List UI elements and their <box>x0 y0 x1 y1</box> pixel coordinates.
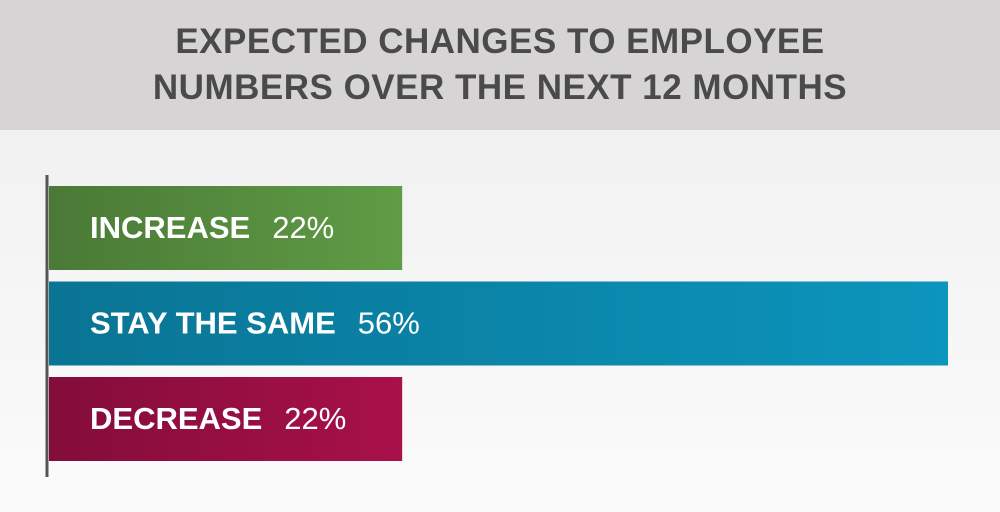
bar-shade <box>49 281 948 366</box>
category-label: DECREASE <box>90 401 262 436</box>
chart-title: EXPECTED CHANGES TO EMPLOYEE NUMBERS OVE… <box>152 22 848 107</box>
category-label: INCREASE <box>90 210 250 245</box>
bar-label: STAY THE SAME 56% <box>90 306 420 341</box>
bar-label: INCREASE 22% <box>90 210 334 245</box>
category-label: STAY THE SAME <box>90 306 336 341</box>
bar-label: DECREASE 22% <box>90 401 346 436</box>
value-label: 22% <box>272 210 334 245</box>
value-label: 22% <box>284 401 346 436</box>
header-band: EXPECTED CHANGES TO EMPLOYEE NUMBERS OVE… <box>0 0 1000 130</box>
bars: INCREASE 22% STAY THE SAME 56% DECREASE 22% <box>49 186 948 461</box>
bar-shade <box>49 377 403 461</box>
bar-shade <box>49 186 403 270</box>
value-label: 56% <box>358 306 420 341</box>
